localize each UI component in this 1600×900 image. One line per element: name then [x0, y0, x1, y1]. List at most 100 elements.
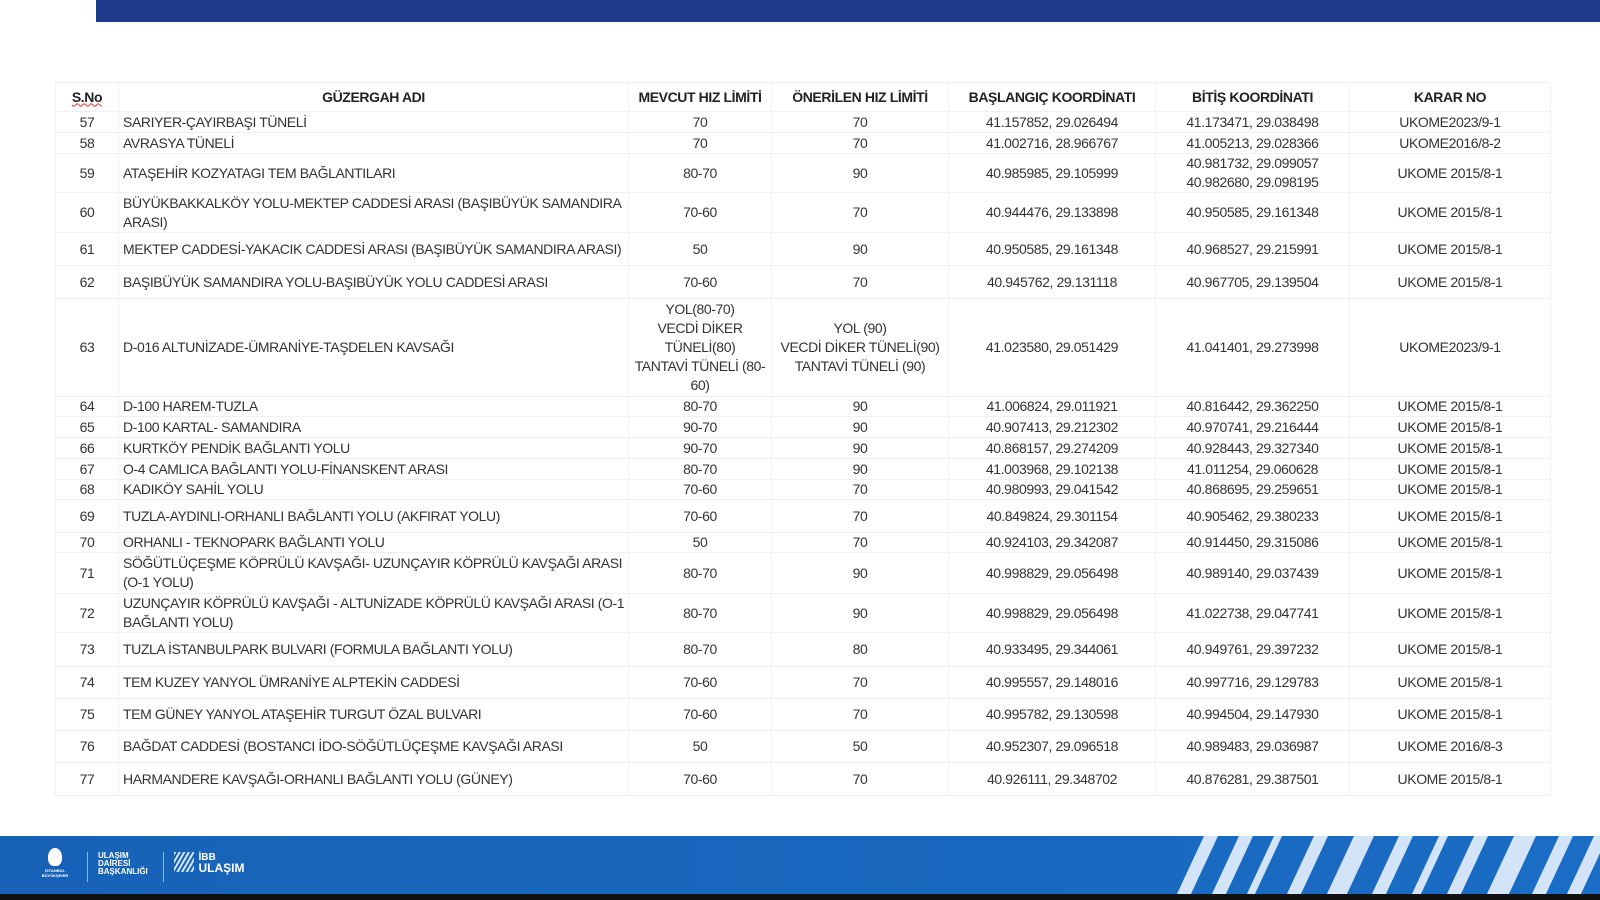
table-row: 65 D-100 KARTAL- SAMANDIRA 90-70 90 40.90741…	[55, 416, 1551, 438]
cell-proposed-limit: 90	[771, 153, 949, 193]
cell-sno: 62	[55, 265, 119, 299]
cell-end-coord: 40.905462, 29.380233	[1155, 499, 1350, 533]
cell-end-coord: 40.928443, 29.327340	[1155, 437, 1350, 459]
ulasim-wave-icon	[174, 852, 194, 872]
cell-route-name: KADIKÖY SAHİL YOLU	[118, 479, 629, 500]
cell-route-name: TUZLA-AYDINLI-ORHANLI BAĞLANTI YOLU (AKF…	[118, 499, 629, 533]
header-decision-no: KARAR NO	[1349, 82, 1551, 112]
cell-sno: 57	[55, 111, 119, 133]
cell-route-name: ATAŞEHİR KOZYATAGI TEM BAĞLANTILARI	[118, 153, 629, 193]
cell-proposed-limit: 50	[771, 730, 949, 763]
cell-start-coord: 40.907413, 29.212302	[948, 416, 1156, 438]
cell-sno: 73	[55, 632, 119, 667]
cell-sno: 59	[55, 153, 119, 193]
cell-sno: 61	[55, 232, 119, 266]
cell-start-coord: 40.933495, 29.344061	[948, 632, 1156, 667]
cell-end-coord: 40.997716, 29.129783	[1155, 666, 1350, 699]
cell-route-name: KURTKÖY PENDİK BAĞLANTI YOLU	[118, 437, 629, 459]
table-row: 74 TEM KUZEY YANYOL ÜMRANİYE ALPTEKİN CAD…	[55, 666, 1551, 699]
cell-current-limit: 70-60	[628, 265, 772, 299]
header-end-coord: BİTİŞ KOORDİNATI	[1155, 82, 1350, 112]
cell-proposed-limit: 70	[771, 192, 949, 233]
cell-route-name: AVRASYA TÜNELİ	[118, 132, 629, 154]
cell-decision-no: UKOME 2015/8-1	[1349, 632, 1551, 667]
cell-route-name: D-100 HAREM-TUZLA	[118, 396, 629, 417]
cell-current-limit: 80-70	[628, 458, 772, 480]
cell-proposed-limit: 90	[771, 458, 949, 480]
cell-sno: 77	[55, 762, 119, 796]
cell-current-limit: 70-60	[628, 479, 772, 500]
cell-decision-no: UKOME 2015/8-1	[1349, 593, 1551, 633]
cell-end-coord: 40.876281, 29.387501	[1155, 762, 1350, 796]
cell-route-name: SÖĞÜTLÜÇEŞME KÖPRÜLÜ KAVŞAĞI- UZUNÇAYIR …	[118, 552, 629, 594]
cell-end-coord: 40.981732, 29.099057 40.982680, 29.09819…	[1155, 153, 1350, 193]
cell-start-coord: 40.950585, 29.161348	[948, 232, 1156, 266]
cell-decision-no: UKOME2023/9-1	[1349, 298, 1551, 397]
cell-sno: 74	[55, 666, 119, 699]
table-row: 68 KADIKÖY SAHİL YOLU 70-60 70 40.980993, 29…	[55, 479, 1551, 500]
table-header-row: S.No GÜZERGAH ADI MEVCUT HIZ LİMİTİ ÖNERİLE…	[55, 82, 1551, 112]
cell-start-coord: 41.003968, 29.102138	[948, 458, 1156, 480]
table-row: 70 ORHANLI - TEKNOPARK BAĞLANTI YOLU 50 70 4…	[55, 532, 1551, 553]
cell-start-coord: 40.998829, 29.056498	[948, 552, 1156, 594]
header-proposed-limit: ÖNERİLEN HIZ LİMİTİ	[771, 82, 949, 112]
cell-sno: 63	[55, 298, 119, 397]
ibb-ulasim-logo: İBB ULAŞIM	[174, 852, 244, 877]
cell-route-name: TUZLA İSTANBULPARK BULVARI (FORMULA BAĞL…	[118, 632, 629, 667]
cell-start-coord: 40.995782, 29.130598	[948, 698, 1156, 731]
cell-start-coord: 40.868157, 29.274209	[948, 437, 1156, 459]
cell-current-limit: 80-70	[628, 593, 772, 633]
cell-route-name: TEM GÜNEY YANYOL ATAŞEHİR TURGUT ÖZAL BU…	[118, 698, 629, 731]
footer-divider	[163, 852, 164, 882]
cell-current-limit: 50	[628, 730, 772, 763]
cell-sno: 66	[55, 437, 119, 459]
cell-start-coord: 40.926111, 29.348702	[948, 762, 1156, 796]
cell-end-coord: 41.005213, 29.028366	[1155, 132, 1350, 154]
cell-current-limit: 50	[628, 532, 772, 553]
cell-current-limit: 70	[628, 111, 772, 133]
cell-end-coord: 40.989483, 29.036987	[1155, 730, 1350, 763]
cell-decision-no: UKOME 2016/8-3	[1349, 730, 1551, 763]
cell-sno: 64	[55, 396, 119, 417]
cell-current-limit: 70-60	[628, 499, 772, 533]
cell-proposed-limit: 70	[771, 666, 949, 699]
cell-start-coord: 40.924103, 29.342087	[948, 532, 1156, 553]
ulasim-dairesi-logo: ULAŞIM DAİRESİ BAŞKANLIĞI	[98, 851, 148, 876]
table-row: 58 AVRASYA TÜNELİ 70 70 41.002716, 28.966767…	[55, 132, 1551, 154]
footer-divider	[87, 852, 88, 882]
cell-proposed-limit: 70	[771, 532, 949, 553]
cell-current-limit: YOL(80-70) VECDİ DİKER TÜNELİ(80) TANTAV…	[628, 298, 772, 397]
cell-end-coord: 40.914450, 29.315086	[1155, 532, 1350, 553]
cell-proposed-limit: 70	[771, 479, 949, 500]
cell-route-name: HARMANDERE KAVŞAĞI-ORHANLI BAĞLANTI YOLU…	[118, 762, 629, 796]
cell-decision-no: UKOME 2015/8-1	[1349, 499, 1551, 533]
cell-decision-no: UKOME 2015/8-1	[1349, 396, 1551, 417]
header-route-name: GÜZERGAH ADI	[118, 82, 629, 112]
speed-limit-table: S.No GÜZERGAH ADI MEVCUT HIZ LİMİTİ ÖNERİLE…	[55, 82, 1551, 796]
header-start-coord: BAŞLANGIÇ KOORDİNATI	[948, 82, 1156, 112]
cell-proposed-limit: 90	[771, 552, 949, 594]
cell-sno: 69	[55, 499, 119, 533]
cell-decision-no: UKOME 2015/8-1	[1349, 698, 1551, 731]
cell-sno: 68	[55, 479, 119, 500]
cell-proposed-limit: 70	[771, 132, 949, 154]
cell-end-coord: 41.022738, 29.047741	[1155, 593, 1350, 633]
table-row: 73 TUZLA İSTANBULPARK BULVARI (FORMULA BA…	[55, 632, 1551, 667]
cell-proposed-limit: 90	[771, 396, 949, 417]
cell-route-name: ORHANLI - TEKNOPARK BAĞLANTI YOLU	[118, 532, 629, 553]
cell-end-coord: 40.970741, 29.216444	[1155, 416, 1350, 438]
cell-decision-no: UKOME 2015/8-1	[1349, 416, 1551, 438]
cell-route-name: UZUNÇAYIR KÖPRÜLÜ KAVŞAĞI - ALTUNİZADE K…	[118, 593, 629, 633]
cell-decision-no: UKOME 2015/8-1	[1349, 458, 1551, 480]
cell-end-coord: 40.968527, 29.215991	[1155, 232, 1350, 266]
cell-start-coord: 40.980993, 29.041542	[948, 479, 1156, 500]
cell-start-coord: 40.849824, 29.301154	[948, 499, 1156, 533]
table-row: 63 D-016 ALTUNİZADE-ÜMRANİYE-TAŞDELEN KAV…	[55, 298, 1551, 397]
table-row: 75 TEM GÜNEY YANYOL ATAŞEHİR TURGUT ÖZAL …	[55, 698, 1551, 731]
cell-route-name: TEM KUZEY YANYOL ÜMRANİYE ALPTEKİN CADDE…	[118, 666, 629, 699]
cell-decision-no: UKOME 2015/8-1	[1349, 479, 1551, 500]
cell-proposed-limit: 90	[771, 232, 949, 266]
cell-end-coord: 40.994504, 29.147930	[1155, 698, 1350, 731]
cell-decision-no: UKOME 2015/8-1	[1349, 532, 1551, 553]
cell-proposed-limit: 90	[771, 416, 949, 438]
